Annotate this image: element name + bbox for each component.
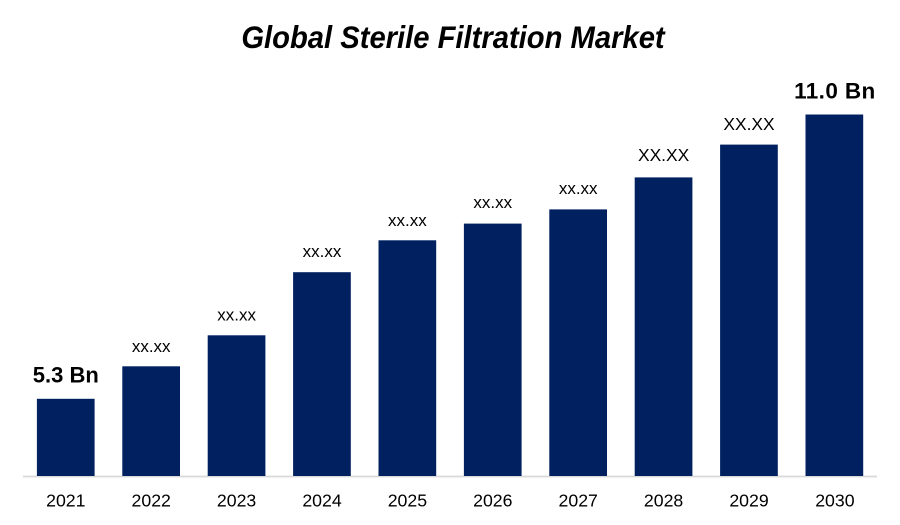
svg-text:2029: 2029 bbox=[729, 491, 768, 511]
svg-text:2025: 2025 bbox=[388, 491, 428, 511]
svg-text:xx.xx: xx.xx bbox=[559, 179, 598, 198]
svg-text:XX.XX: XX.XX bbox=[638, 145, 690, 165]
svg-text:xx.xx: xx.xx bbox=[473, 193, 512, 212]
svg-text:xx.xx: xx.xx bbox=[303, 242, 342, 261]
svg-text:Global Sterile Filtration Mark: Global Sterile Filtration Market bbox=[241, 21, 666, 55]
svg-text:xx.xx: xx.xx bbox=[217, 306, 256, 325]
svg-text:2030: 2030 bbox=[815, 491, 855, 511]
svg-text:2023: 2023 bbox=[217, 491, 257, 511]
svg-text:2024: 2024 bbox=[302, 491, 342, 511]
svg-text:2028: 2028 bbox=[644, 491, 684, 511]
svg-text:2026: 2026 bbox=[473, 491, 513, 511]
svg-text:11.0 Bn: 11.0 Bn bbox=[794, 79, 876, 104]
svg-text:xx.xx: xx.xx bbox=[132, 337, 171, 356]
svg-text:2027: 2027 bbox=[559, 491, 598, 511]
svg-text:xx.xx: xx.xx bbox=[388, 211, 427, 230]
svg-text:5.3 Bn: 5.3 Bn bbox=[33, 362, 99, 387]
svg-text:2021: 2021 bbox=[46, 491, 85, 511]
svg-text:XX.XX: XX.XX bbox=[723, 114, 775, 134]
svg-text:2022: 2022 bbox=[132, 491, 171, 511]
